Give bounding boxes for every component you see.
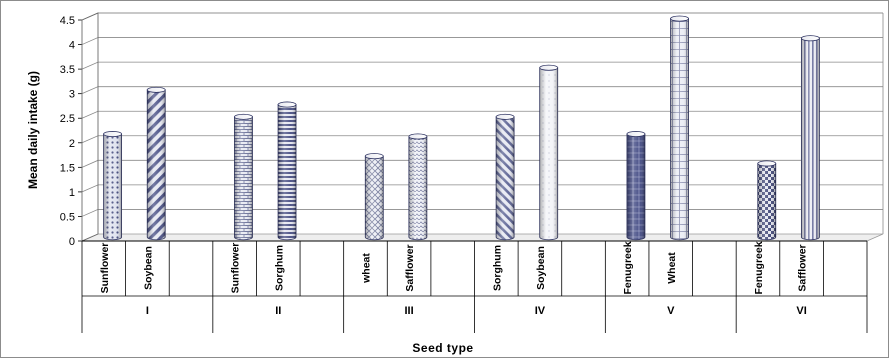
bar xyxy=(757,160,777,241)
bar xyxy=(670,15,689,241)
category-label: Wheat xyxy=(666,252,678,284)
bar xyxy=(234,113,253,241)
category-table xyxy=(81,241,868,333)
category-label: Soybean xyxy=(535,246,547,290)
category-label: wheat xyxy=(360,253,372,284)
y-tick-label: 3 xyxy=(69,89,75,101)
y-tick-label: 1.5 xyxy=(60,162,75,174)
bar xyxy=(626,131,646,241)
bar xyxy=(364,153,384,241)
group-label: IV xyxy=(535,305,546,317)
group-label: VI xyxy=(796,305,806,317)
group-label: II xyxy=(275,305,281,317)
y-tick-label: 3.5 xyxy=(60,64,75,76)
bar xyxy=(408,133,428,241)
category-label: Sorghum xyxy=(491,245,503,291)
group-label: I xyxy=(146,305,149,317)
y-tick-label: 2.5 xyxy=(60,113,75,125)
bar xyxy=(277,101,297,241)
category-label: Sunflower xyxy=(99,243,111,294)
bar xyxy=(146,86,166,241)
category-label: Fenugreek xyxy=(622,241,634,294)
bars xyxy=(103,15,820,241)
y-tick-label: 0.5 xyxy=(60,211,75,223)
category-label: Sunflower xyxy=(230,243,242,294)
category-label: Safflower xyxy=(797,244,809,291)
category-label: Fenugreek xyxy=(753,241,765,294)
y-tick-label: 1 xyxy=(69,187,75,199)
category-label: Sorghum xyxy=(273,245,285,291)
x-axis-title: Seed type xyxy=(412,341,473,355)
y-tick-label: 2 xyxy=(69,138,75,150)
group-labels: I II III IV V VI xyxy=(146,305,807,317)
y-tick-label: 4.5 xyxy=(60,15,75,27)
y-axis-title: Mean daily intake (g) xyxy=(26,71,40,189)
bar xyxy=(103,131,123,241)
bar xyxy=(539,64,559,241)
y-tick-labels: 0 0.5 1 1.5 2 2.5 3 3.5 4 4.5 xyxy=(60,15,75,248)
group-label: III xyxy=(404,305,413,317)
category-label: Soybean xyxy=(142,246,154,290)
bar xyxy=(800,35,820,241)
y-tick-label: 0 xyxy=(69,236,75,248)
group-label: V xyxy=(667,305,675,317)
bar xyxy=(495,113,515,241)
category-labels: Sunflower Soybean Sunflower Sorghum wheat Saf… xyxy=(99,241,809,294)
y-tick-label: 4 xyxy=(69,40,75,52)
category-label: Safflower xyxy=(404,244,416,291)
